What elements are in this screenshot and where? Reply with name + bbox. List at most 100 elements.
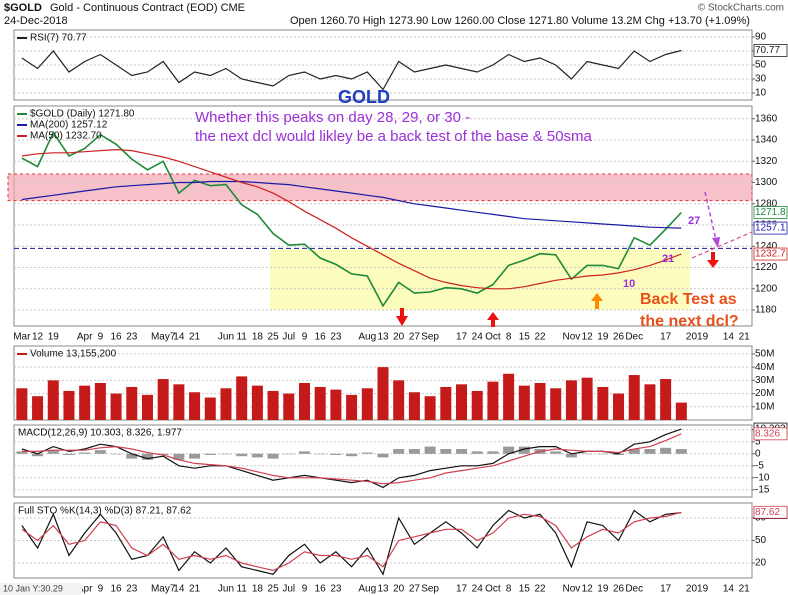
x-tick-label: 22	[534, 332, 546, 343]
x-tick-label: 15	[519, 584, 531, 595]
bar	[32, 396, 44, 420]
x-tick-label: 18	[252, 332, 264, 343]
bar	[424, 446, 436, 454]
x-tick-label: 18	[252, 584, 264, 595]
series-line	[21, 509, 682, 576]
projection-line	[691, 231, 753, 259]
y-tick-label: 50	[755, 60, 767, 71]
bar	[408, 449, 420, 454]
x-tick-label: 14	[723, 584, 735, 595]
x-tick-label: 23	[330, 584, 342, 595]
x-tick-label: 9	[98, 332, 104, 343]
cycle-label: 27	[688, 215, 700, 227]
x-tick-label: 2019	[686, 332, 709, 343]
bar	[173, 384, 185, 420]
bar	[94, 450, 106, 454]
symbol: $GOLD	[4, 2, 42, 14]
bar	[518, 446, 530, 454]
x-tick-label: 15	[519, 332, 531, 343]
arrow	[591, 293, 603, 309]
x-tick-label: 26	[613, 584, 625, 595]
y-tick-label: 20M	[755, 388, 774, 399]
bar	[110, 393, 122, 420]
bar	[550, 451, 562, 454]
legend-label: $GOLD (Daily) 1271.80	[30, 109, 135, 120]
bar	[456, 449, 468, 454]
x-tick-label: Apr	[77, 332, 93, 343]
bar	[141, 394, 153, 420]
bar	[597, 453, 609, 455]
bar	[79, 452, 91, 454]
bar	[126, 386, 138, 420]
bar	[597, 386, 609, 420]
bar	[503, 446, 515, 454]
y-tick-label: 1340	[755, 135, 778, 146]
bar	[283, 453, 295, 455]
bar	[63, 453, 75, 455]
annotation: Whether this peaks on day 28, 29, or 30 …	[195, 109, 470, 126]
x-tick-label: Aug	[358, 584, 376, 595]
x-tick-label: 12	[32, 332, 44, 343]
x-tick-label: 13	[377, 584, 389, 595]
bar	[126, 453, 138, 459]
bar	[314, 453, 326, 455]
bar	[314, 386, 326, 420]
bar	[471, 390, 483, 420]
bar	[581, 377, 593, 420]
bar	[47, 450, 59, 454]
x-tick-label: 12	[582, 332, 594, 343]
x-tick-label: 9	[98, 584, 104, 595]
bar	[298, 383, 310, 420]
x-tick-label: Jun	[218, 584, 234, 595]
bar	[16, 451, 28, 454]
footer: 10 Jan Y:30.29	[0, 583, 82, 595]
x-tick-label: Sep	[421, 584, 439, 595]
bar	[377, 367, 389, 420]
bar	[613, 393, 625, 420]
x-tick-label: 25	[268, 332, 280, 343]
zone	[270, 249, 690, 311]
y-tick-label: 20	[755, 558, 767, 569]
bar	[47, 380, 59, 420]
legend-label: Volume 13,155,200	[30, 349, 117, 360]
value-label-box	[753, 427, 788, 441]
arrow-head	[712, 237, 720, 248]
bar	[471, 451, 483, 454]
bar	[424, 396, 436, 420]
cycle-label: 10	[623, 278, 635, 290]
bar	[32, 453, 44, 457]
y-tick-label: 30M	[755, 375, 774, 386]
y-tick-label: 10M	[755, 401, 774, 412]
bar	[550, 388, 562, 420]
series-line	[21, 49, 682, 91]
x-tick-label: Dec	[625, 584, 643, 595]
y-tick-label: -10	[755, 472, 770, 483]
series-line	[21, 148, 682, 290]
bar	[267, 390, 279, 420]
x-tick-label: 26	[613, 332, 625, 343]
x-tick-label: 9	[302, 332, 308, 343]
bar	[204, 453, 216, 455]
x-tick-label: 16	[315, 584, 327, 595]
bar	[189, 453, 201, 459]
value-label: 1232.7	[755, 249, 786, 260]
y-tick-label: 40M	[755, 362, 774, 373]
bar	[440, 449, 452, 454]
bar	[330, 389, 342, 420]
legend-label: MA(200) 1257.12	[30, 120, 108, 131]
bar	[220, 388, 232, 420]
bar	[141, 453, 153, 460]
bar	[236, 376, 248, 420]
bar	[251, 453, 263, 458]
panel-title: MACD(12,26,9) 10.303, 8.326, 1.977	[18, 428, 182, 439]
bar	[675, 402, 687, 420]
x-tick-label: Jul	[282, 584, 295, 595]
bar	[189, 392, 201, 420]
x-tick-label: Oct	[485, 584, 501, 595]
x-tick-label: Mar	[13, 332, 31, 343]
value-label-box	[753, 221, 788, 235]
legend-label: MA(50) 1232.70	[30, 131, 102, 142]
x-tick-label: 27	[409, 584, 421, 595]
y-tick-label: -5	[755, 460, 764, 471]
